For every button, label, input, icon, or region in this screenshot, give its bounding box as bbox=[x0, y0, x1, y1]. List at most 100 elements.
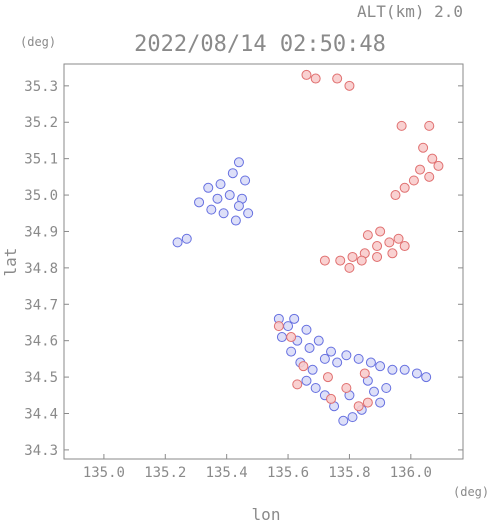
x-axis-ticks: 135.0 135.2 135.4 135.6 135.8 136.0 bbox=[83, 454, 432, 481]
red-echo-point bbox=[286, 332, 297, 343]
red-echo-point bbox=[424, 171, 435, 182]
blue-echo-point bbox=[212, 193, 223, 204]
x-tick-label: 135.4 bbox=[206, 465, 248, 481]
red-echo-point bbox=[390, 190, 401, 201]
x-axis-unit: (deg) bbox=[453, 485, 489, 499]
red-echo-point bbox=[393, 233, 404, 244]
blue-echo-point bbox=[319, 353, 330, 364]
blue-echo-point bbox=[341, 350, 352, 361]
blue-echo-point bbox=[301, 375, 312, 386]
red-echo-point bbox=[301, 69, 312, 80]
blue-echo-point bbox=[421, 372, 432, 383]
y-tick-label: 35.1 bbox=[24, 152, 58, 168]
blue-echo-point bbox=[289, 313, 300, 324]
blue-echo-point bbox=[215, 179, 226, 190]
red-echo-point bbox=[347, 251, 358, 262]
blue-echo-point bbox=[368, 386, 379, 397]
red-echo-point bbox=[310, 73, 321, 84]
blue-echo-point bbox=[233, 157, 244, 168]
y-tick-label: 34.3 bbox=[24, 443, 58, 459]
blue-echo-point bbox=[375, 361, 386, 372]
red-echo-point bbox=[292, 379, 303, 390]
red-echo-point bbox=[396, 120, 407, 131]
blue-echo-point bbox=[304, 342, 315, 353]
x-tick-label: 135.2 bbox=[144, 465, 186, 481]
red-echo-point bbox=[356, 255, 367, 266]
blue-echo-point bbox=[399, 364, 410, 375]
red-echo-point bbox=[273, 321, 284, 332]
red-echo-point bbox=[399, 182, 410, 193]
y-tick-label: 34.5 bbox=[24, 370, 58, 386]
blue-echo-point bbox=[194, 197, 205, 208]
red-echo-point bbox=[415, 164, 426, 175]
red-echo-point bbox=[332, 73, 343, 84]
blue-echo-point bbox=[411, 368, 422, 379]
y-axis-label: lat bbox=[1, 248, 20, 277]
y-axis-ticks: 34.3 34.4 34.5 34.6 34.7 34.8 34.9 35.0 35.1 35.2… bbox=[24, 79, 463, 459]
blue-echo-point bbox=[233, 200, 244, 211]
red-echo-point bbox=[362, 397, 373, 408]
blue-echo-point bbox=[332, 357, 343, 368]
red-echo-point bbox=[387, 248, 398, 259]
x-tick-label: 135.8 bbox=[328, 465, 370, 481]
x-axis-label: lon bbox=[252, 505, 281, 521]
x-tick-label: 135.6 bbox=[267, 465, 309, 481]
red-echo-point bbox=[424, 120, 435, 131]
y-tick-label: 34.6 bbox=[24, 334, 58, 350]
blue-echo-point bbox=[338, 415, 349, 426]
blue-echo-point bbox=[181, 233, 192, 244]
red-echo-point bbox=[335, 255, 346, 266]
red-echo-point bbox=[344, 262, 355, 273]
blue-echo-point bbox=[243, 208, 254, 219]
red-echo-point bbox=[362, 230, 373, 241]
blue-echo-point bbox=[230, 215, 241, 226]
red-echo-point bbox=[408, 175, 419, 186]
blue-echo-point bbox=[365, 357, 376, 368]
chart-title: 2022/08/14 02:50:48 bbox=[134, 32, 386, 57]
blue-echo-point bbox=[203, 182, 214, 193]
red-echo-point bbox=[319, 255, 330, 266]
blue-echo-point bbox=[381, 383, 392, 394]
red-echo-point bbox=[418, 142, 429, 153]
y-axis-unit: (deg) bbox=[20, 35, 56, 49]
red-echo-point bbox=[384, 237, 395, 248]
blue-echo-point bbox=[286, 346, 297, 357]
y-tick-label: 34.4 bbox=[24, 406, 58, 422]
blue-echo-point bbox=[276, 332, 287, 343]
plot-frame bbox=[63, 63, 464, 460]
y-tick-label: 35.0 bbox=[24, 188, 58, 204]
y-tick-label: 35.3 bbox=[24, 79, 58, 95]
y-tick-label: 34.7 bbox=[24, 297, 58, 313]
red-echo-point bbox=[427, 153, 438, 164]
blue-echo-point bbox=[206, 204, 217, 215]
red-echo-point bbox=[344, 80, 355, 91]
blue-echo-point bbox=[240, 175, 251, 186]
red-echo-point bbox=[341, 383, 352, 394]
blue-echo-point bbox=[326, 346, 337, 357]
y-tick-label: 35.2 bbox=[24, 115, 58, 131]
blue-echo-point bbox=[313, 335, 324, 346]
blue-echo-point bbox=[307, 364, 318, 375]
red-echo-point bbox=[372, 241, 383, 252]
red-echo-point bbox=[322, 372, 333, 383]
blue-echo-point bbox=[283, 321, 294, 332]
red-echo-point bbox=[433, 160, 444, 171]
blue-echo-point bbox=[172, 237, 183, 248]
y-tick-label: 34.9 bbox=[24, 224, 58, 240]
red-echo-point bbox=[375, 226, 386, 237]
blue-echo-point bbox=[310, 383, 321, 394]
blue-echo-point bbox=[375, 397, 386, 408]
blue-echo-point bbox=[227, 168, 238, 179]
red-echo-point bbox=[399, 241, 410, 252]
blue-echo-point bbox=[224, 190, 235, 201]
x-tick-label: 135.0 bbox=[83, 465, 125, 481]
red-echo-point bbox=[372, 251, 383, 262]
red-echo-point bbox=[326, 393, 337, 404]
x-tick-label: 136.0 bbox=[390, 465, 432, 481]
blue-echo-point bbox=[301, 324, 312, 335]
red-echo-point bbox=[353, 401, 364, 412]
y-tick-label: 34.8 bbox=[24, 261, 58, 277]
blue-echo-point bbox=[353, 353, 364, 364]
blue-echo-point bbox=[218, 208, 229, 219]
